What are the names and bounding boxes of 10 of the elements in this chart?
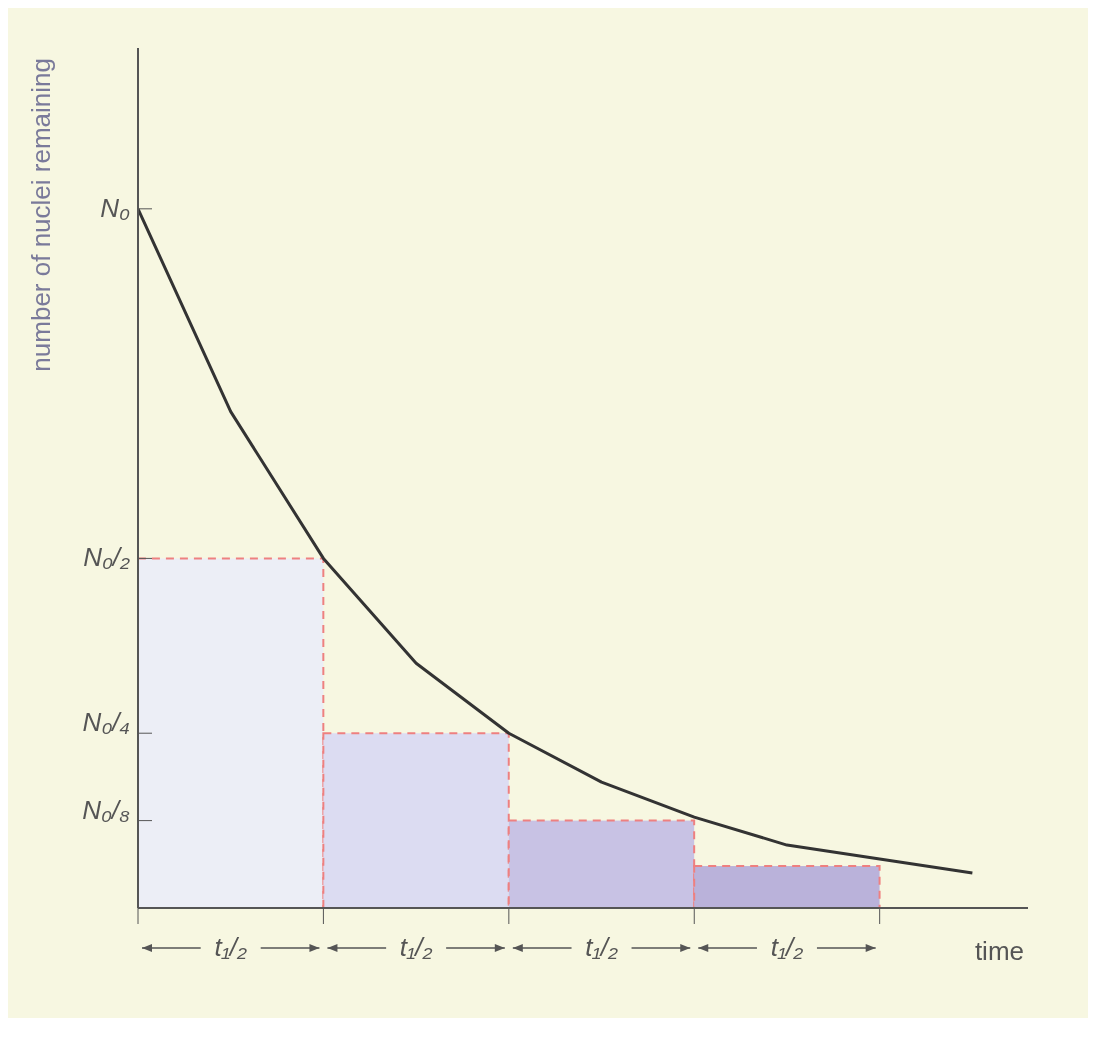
x-tick-label: t₁/₂ (399, 932, 433, 962)
ref-line-label: N₀/₄ (82, 707, 130, 738)
ref-line-label: N₀ (100, 192, 131, 223)
x-tick-label: t₁/₂ (585, 932, 618, 962)
y-axis-title: number of nuclei remaining (26, 58, 56, 372)
x-tick-label: t₁/₂ (214, 932, 248, 962)
x-tick-label: t₁/₂ (770, 932, 804, 962)
ref-line-label: N₀/₂ (83, 542, 131, 573)
x-axis-title: time (974, 936, 1024, 966)
ref-line-label: N₀/₈ (82, 794, 131, 825)
